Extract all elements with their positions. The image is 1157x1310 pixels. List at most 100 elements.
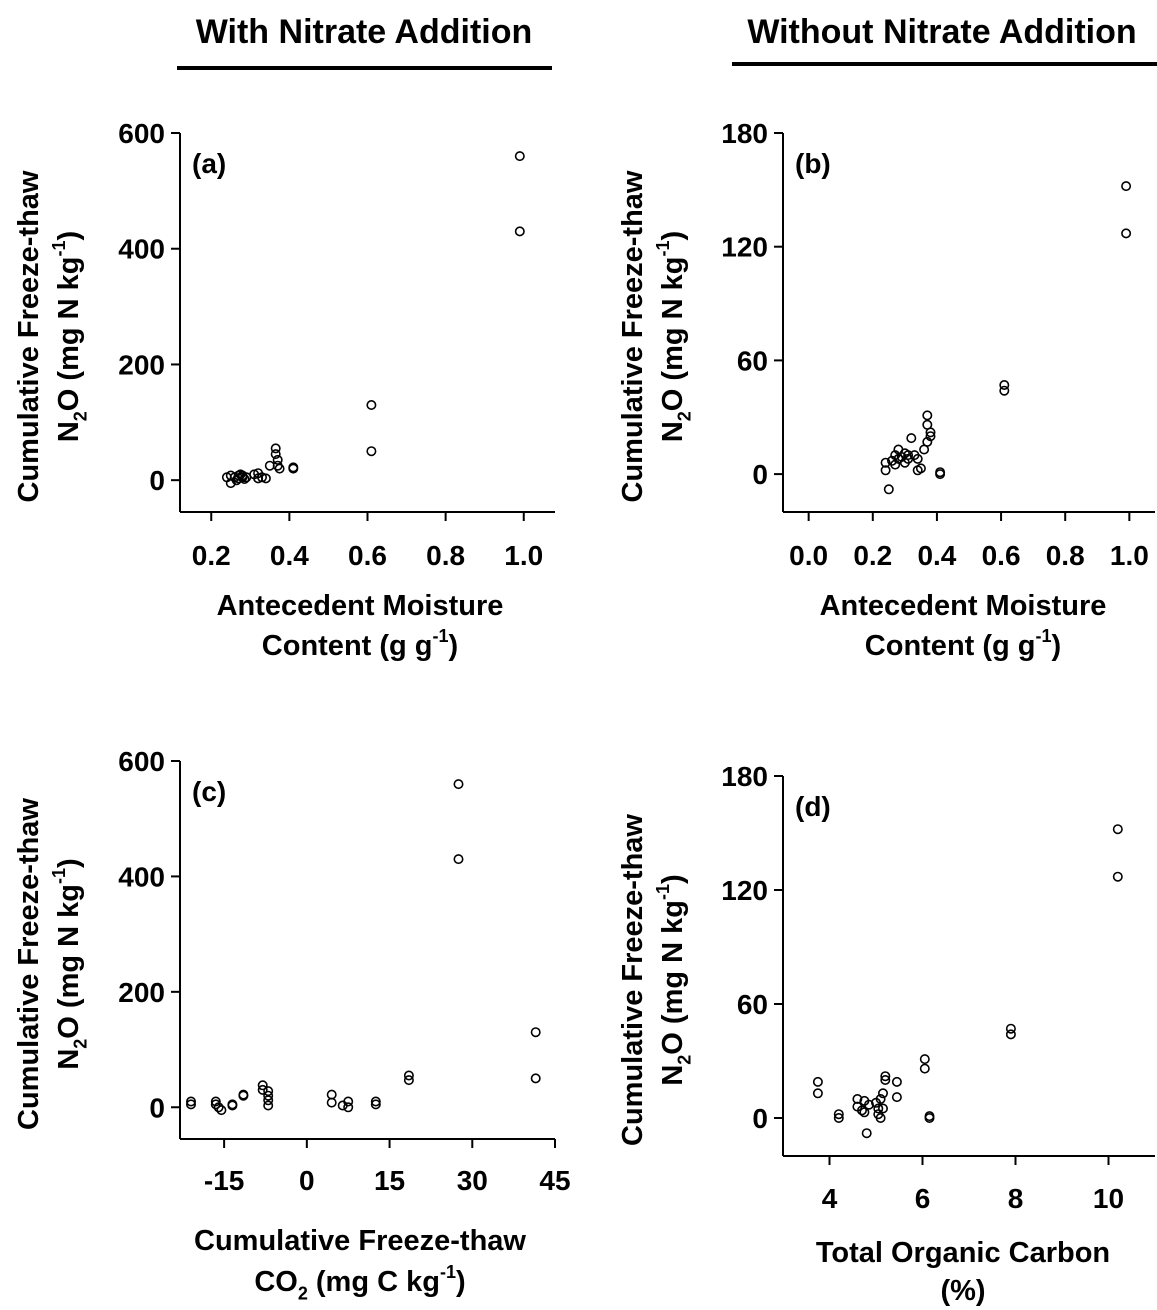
panel-label: (d) [795,791,831,822]
data-point [210,1096,221,1107]
data-point [880,457,891,468]
x-tick-label: 0.6 [982,540,1021,571]
y-axis-label-line2: N2O (mg N kg-1) [653,231,695,442]
x-axis-label-line2: CO2 (mg C kg-1) [254,1262,465,1304]
data-point [861,1128,872,1139]
panel-b: 0 60 120 180 0.0 0.2 0.4 0.6 0.8 1.0 (b) Antecedent… [617,118,1155,662]
y-axis-label-line2: N2O (mg N kg-1) [653,874,695,1085]
y-tick-label: 600 [118,118,165,149]
data-point [263,1090,274,1101]
y-tick-label: 600 [118,746,165,777]
data-point [366,399,377,410]
data-point [288,463,299,474]
y-tick-label: 60 [737,345,768,376]
data-point [856,1105,867,1116]
data-point [880,1071,891,1082]
data-point [270,443,281,454]
panel-label: (a) [192,148,226,179]
data-point [514,151,525,162]
y-tick-label: 120 [721,232,768,263]
y-tick-label: 180 [721,118,768,149]
x-axis-label-line2: Content (g g-1) [262,626,458,662]
data-point [530,1073,541,1084]
x-tick-label: 0.4 [917,540,956,571]
x-tick-label: 0.2 [853,540,892,571]
x-tick-label: 0.6 [348,540,387,571]
data-point [370,1096,381,1107]
panel-label: (b) [795,148,831,179]
data-point [1121,228,1132,239]
data-point [925,427,936,438]
y-tick-label: 60 [737,989,768,1020]
x-tick-label: 10 [1093,1183,1124,1214]
data-point [213,1102,224,1113]
heading-without-nitrate: Without Nitrate Addition [747,13,1136,51]
data-point [370,1099,381,1110]
data-point [403,1075,414,1086]
x-tick-label: 1.0 [1110,540,1149,571]
x-tick-label: -15 [204,1165,244,1196]
data-point [891,1076,902,1087]
y-axis-label-line2: N2O (mg N kg-1) [49,231,91,442]
data-point [863,1099,874,1110]
data-point [257,1084,268,1095]
data-point [453,779,464,790]
data-point [227,1100,238,1111]
x-axis-label-line1: Antecedent Moisture [217,590,504,622]
y-axis-label-line2: N2O (mg N kg-1) [49,858,91,1069]
y-tick-label: 180 [721,761,768,792]
data-point [906,433,917,444]
data-point [883,484,894,495]
x-tick-label: 0.8 [1046,540,1085,571]
data-point [530,1027,541,1038]
data-point [257,1080,268,1091]
data-point [935,469,946,480]
heading-with-nitrate: With Nitrate Addition [196,13,533,51]
data-point [833,1113,844,1124]
x-tick-label: 0 [299,1165,315,1196]
data-point [833,1109,844,1120]
data-point [999,379,1010,390]
y-tick-label: 200 [118,349,165,380]
data-point [912,465,923,476]
data-point [186,1099,197,1110]
x-tick-label: 6 [915,1183,931,1214]
x-tick-label: 0.2 [192,540,231,571]
data-point [880,465,891,476]
data-point [1121,181,1132,192]
data-point [1005,1023,1016,1034]
x-tick-label: 4 [822,1183,838,1214]
y-axis-label-line1: Cumulative Freeze-thaw [13,798,45,1130]
panel-d: 0 60 120 180 4 6 8 10 (d) Total Organic Carbon (%)… [617,761,1155,1307]
data-point [812,1088,823,1099]
data-point [877,1103,888,1114]
data-point [514,226,525,237]
data-point [912,453,923,464]
x-axis-label-line1: Total Organic Carbon [816,1237,1110,1269]
x-tick-label: 1.0 [504,540,543,571]
y-axis-label-line1: Cumulative Freeze-thaw [617,170,649,502]
data-point [875,1094,886,1105]
data-point [239,473,250,484]
data-point [238,1090,249,1101]
data-point [263,1100,274,1111]
data-point [903,450,914,461]
x-axis-label-line2: (%) [940,1275,985,1307]
y-tick-label: 200 [118,977,165,1008]
data-point [263,1095,274,1106]
data-point [264,460,275,471]
data-point [326,1097,337,1108]
data-point [343,1102,354,1113]
data-point [859,1107,870,1118]
x-tick-label: 0.4 [270,540,309,571]
y-tick-label: 0 [752,1103,768,1134]
x-axis-label-line2: Content (g g-1) [865,626,1061,662]
data-point [999,385,1010,396]
data-point [210,1099,221,1110]
data-point [216,1105,227,1116]
data-point [1112,871,1123,882]
panel-label: (c) [192,776,226,807]
data-point [274,463,285,474]
x-tick-label: 0.8 [426,540,465,571]
